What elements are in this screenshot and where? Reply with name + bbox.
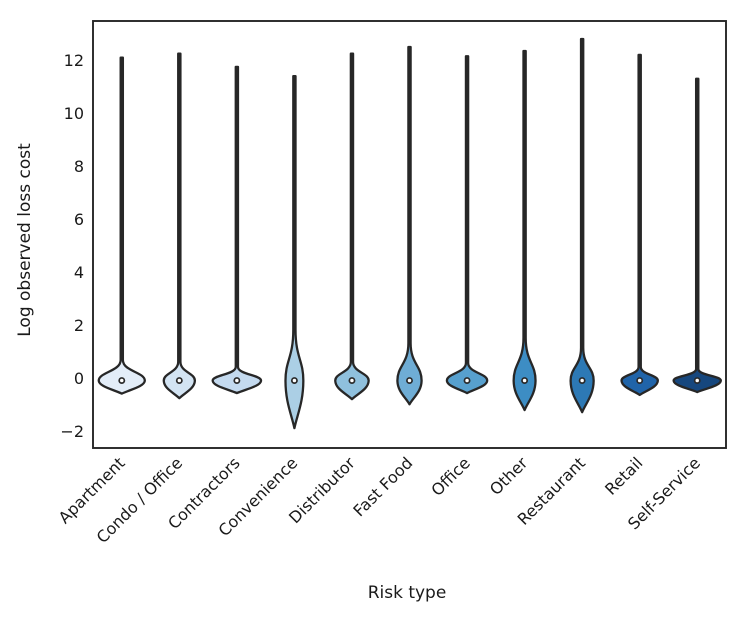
median-dot (175, 377, 183, 384)
x-tick-label: Retail (601, 453, 646, 498)
violin-convenience (284, 75, 305, 430)
median-dot (521, 377, 529, 384)
median-dot (348, 377, 356, 384)
plot-border (92, 20, 727, 449)
violin-retail (620, 53, 659, 397)
violin-apartment (97, 56, 146, 395)
y-tick-label: 6 (74, 210, 84, 229)
y-tick-label: 4 (74, 263, 84, 282)
y-tick-label: 2 (74, 316, 84, 335)
median-dot (406, 377, 413, 384)
median-dot (290, 377, 298, 384)
y-axis-tick-labels: −2 0 2 4 6 8 10 12 (60, 51, 84, 441)
x-tick-label: Other (486, 453, 532, 499)
median-dot (693, 377, 701, 384)
violin-condo-office (162, 52, 197, 400)
median-dot (233, 377, 241, 384)
y-tick-label: −2 (60, 422, 84, 441)
y-tick-label: 0 (74, 369, 84, 388)
violin-distributor (334, 52, 370, 401)
violin-other (512, 49, 537, 412)
x-axis-title: Risk type (368, 583, 447, 603)
x-tick-label: Fast Food (349, 453, 416, 520)
y-tick-label: 12 (64, 51, 84, 70)
violin-contractors (211, 65, 263, 395)
violins-group (97, 37, 722, 430)
median-dot (578, 377, 586, 384)
median-dot (118, 377, 126, 384)
violin-fast-food (396, 45, 423, 406)
y-tick-label: 8 (74, 157, 84, 176)
violin-self-service (672, 77, 722, 394)
y-tick-label: 10 (64, 104, 84, 123)
violin-restaurant (569, 37, 595, 414)
median-dot (463, 377, 471, 384)
violin-office (445, 55, 489, 395)
median-dot (636, 377, 644, 384)
x-tick-label: Office (427, 453, 473, 499)
y-axis-title: Log observed loss cost (15, 143, 35, 337)
